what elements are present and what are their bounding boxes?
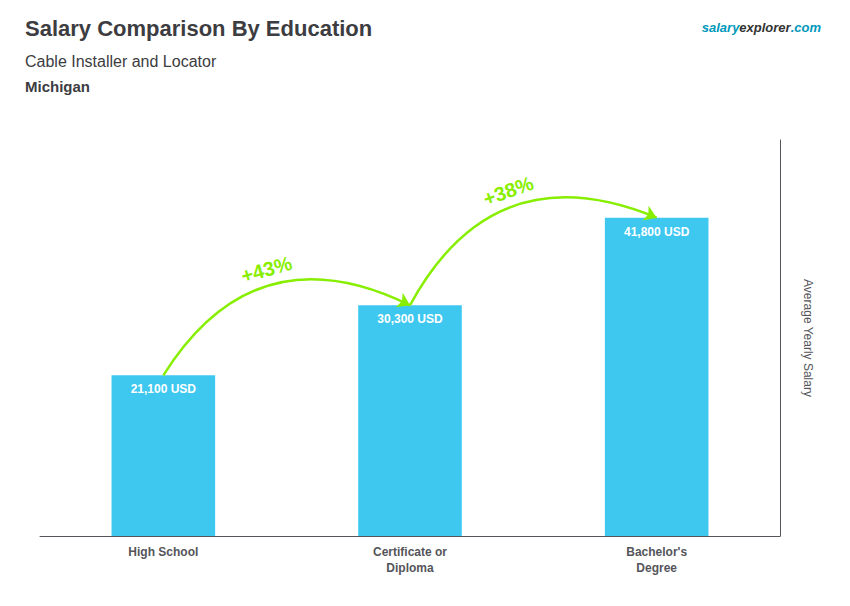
svg-text:salary: salary	[702, 20, 740, 35]
svg-text:30,300 USD: 30,300 USD	[377, 312, 443, 326]
svg-text:.com: .com	[791, 20, 822, 35]
svg-text:+43%: +43%	[239, 252, 295, 287]
svg-text:explorer: explorer	[739, 20, 791, 35]
svg-text:Salary Comparison By Education: Salary Comparison By Education	[25, 16, 372, 41]
svg-text:Cable Installer and Locator: Cable Installer and Locator	[25, 53, 217, 70]
svg-text:High School: High School	[128, 545, 198, 559]
svg-text:Bachelor's: Bachelor's	[626, 545, 687, 559]
svg-text:Degree: Degree	[636, 561, 677, 575]
svg-text:21,100 USD: 21,100 USD	[131, 382, 197, 396]
svg-text:+38%: +38%	[480, 172, 536, 210]
svg-text:41,800 USD: 41,800 USD	[624, 225, 690, 239]
svg-text:Diploma: Diploma	[386, 561, 434, 575]
svg-text:Certificate or: Certificate or	[373, 545, 447, 559]
svg-text:Average Yearly Salary: Average Yearly Salary	[801, 279, 815, 397]
svg-text:Michigan: Michigan	[25, 78, 90, 95]
